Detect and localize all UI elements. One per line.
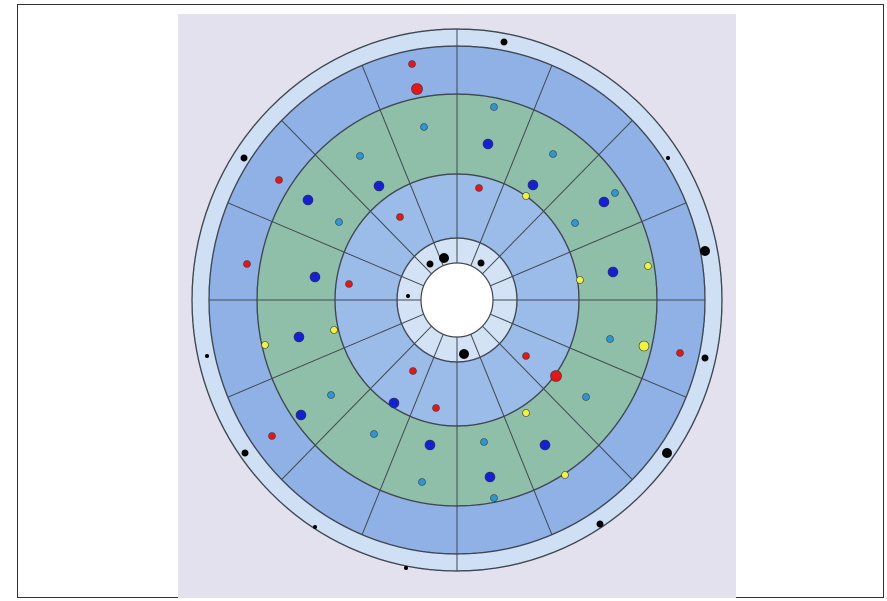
- sector-divider-line: [470, 333, 553, 535]
- light-blue-dot: [571, 219, 579, 227]
- center-hole: [420, 262, 494, 338]
- black-dot: [240, 154, 248, 162]
- yellow-dot: [261, 341, 269, 349]
- inner-blue-zone-border: [334, 173, 580, 427]
- dark-blue-dot: [373, 180, 385, 192]
- dark-blue-dot: [598, 196, 610, 208]
- light-blue-dot: [490, 494, 498, 502]
- middle-green-zone-border: [256, 93, 658, 507]
- black-dot: [404, 566, 408, 570]
- dark-blue-dot: [539, 439, 551, 451]
- dark-blue-dot: [424, 439, 436, 451]
- red-dot: [475, 184, 483, 192]
- dark-blue-dot: [527, 179, 539, 191]
- dark-blue-dot: [607, 266, 619, 278]
- black-dot: [666, 156, 670, 160]
- diagram-panel: [178, 14, 736, 598]
- red-dot: [409, 367, 417, 375]
- red-dot: [411, 83, 423, 95]
- light-blue-dot: [370, 430, 378, 438]
- sector-divider-line: [490, 313, 687, 398]
- sector-divider-line: [482, 325, 633, 480]
- black-dot: [500, 38, 508, 46]
- light-blue-dot: [490, 103, 498, 111]
- light-blue-dot: [611, 189, 619, 197]
- dark-blue-dot: [484, 471, 496, 483]
- red-dot: [676, 349, 684, 357]
- dark-blue-dot: [309, 271, 321, 283]
- sector-divider-line: [490, 202, 687, 287]
- hub-ring-border: [396, 237, 518, 363]
- sector-divider-line: [470, 65, 553, 267]
- black-dot: [662, 448, 672, 458]
- dark-blue-dot: [293, 331, 305, 343]
- black-dot: [459, 349, 469, 359]
- red-dot: [432, 404, 440, 412]
- circular-sector-diagram: [178, 14, 736, 598]
- red-dot: [275, 176, 283, 184]
- black-dot: [700, 246, 710, 256]
- light-blue-dot: [606, 335, 614, 343]
- yellow-dot: [638, 340, 650, 352]
- light-blue-dot: [420, 123, 428, 131]
- light-blue-dot: [356, 152, 364, 160]
- light-blue-dot: [418, 478, 426, 486]
- black-dot: [406, 294, 410, 298]
- yellow-dot: [522, 192, 530, 200]
- red-dot: [550, 370, 562, 382]
- yellow-dot: [561, 471, 569, 479]
- outer-blue-zone-border: [208, 45, 706, 555]
- dark-blue-dot: [388, 397, 400, 409]
- red-dot: [345, 280, 353, 288]
- yellow-dot: [330, 326, 338, 334]
- sector-divider-line: [361, 65, 444, 267]
- red-dot: [396, 213, 404, 221]
- dark-blue-dot: [482, 138, 494, 150]
- black-dot: [241, 449, 249, 457]
- light-blue-dot: [582, 393, 590, 401]
- yellow-dot: [576, 276, 584, 284]
- light-blue-dot: [327, 391, 335, 399]
- black-dot: [439, 253, 449, 263]
- sector-divider-line: [227, 313, 424, 398]
- yellow-dot: [644, 262, 652, 270]
- black-dot: [477, 259, 485, 267]
- light-blue-dot: [549, 150, 557, 158]
- light-blue-dot: [335, 218, 343, 226]
- sector-divider-line: [281, 120, 432, 275]
- black-dot: [205, 354, 209, 358]
- black-dot: [426, 260, 434, 268]
- sector-divider-line: [227, 202, 424, 287]
- yellow-dot: [522, 409, 530, 417]
- black-dot: [701, 354, 709, 362]
- sector-divider-line: [482, 120, 633, 275]
- light-blue-dot: [480, 438, 488, 446]
- red-dot: [268, 432, 276, 440]
- red-dot: [243, 260, 251, 268]
- black-dot: [313, 525, 317, 529]
- dark-blue-dot: [302, 194, 314, 206]
- outer-rim-ring-border: [191, 28, 723, 572]
- black-dot: [596, 520, 604, 528]
- sector-divider-line: [281, 325, 432, 480]
- sector-divider-line: [361, 333, 444, 535]
- red-dot: [408, 60, 416, 68]
- red-dot: [522, 352, 530, 360]
- dark-blue-dot: [295, 409, 307, 421]
